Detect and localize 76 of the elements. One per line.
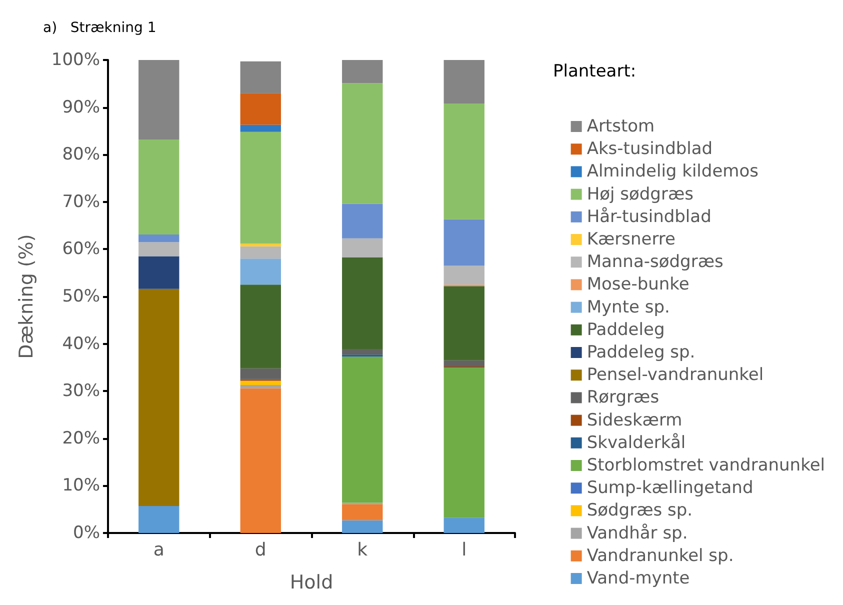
legend-label: Sump-kællingetand xyxy=(586,478,754,498)
legend-label: Kærsnerre xyxy=(586,230,676,250)
bar xyxy=(138,288,180,506)
x-tick-label: l xyxy=(462,540,467,560)
bar xyxy=(240,388,281,533)
y-tick-label: 30% xyxy=(62,381,100,402)
y-tick-label: 70% xyxy=(62,192,100,212)
bar xyxy=(342,356,383,503)
bar xyxy=(342,83,383,204)
bar xyxy=(138,242,180,256)
bar xyxy=(342,204,383,238)
legend-label: Rørgræs xyxy=(586,388,660,408)
x-tick-label: d xyxy=(254,540,266,560)
bar xyxy=(138,60,180,140)
bar xyxy=(240,368,281,380)
bar xyxy=(444,266,484,285)
bar xyxy=(138,139,180,235)
bar xyxy=(444,360,484,367)
chart-title: a) Strækning 1 xyxy=(43,20,156,36)
bar xyxy=(240,246,281,259)
legend-label: Paddeleg sp. xyxy=(586,342,696,362)
x-tick-label: a xyxy=(153,540,164,560)
legend-label: Vandhår sp. xyxy=(586,523,688,544)
legend-label: Skvalderkål xyxy=(586,432,686,453)
bar xyxy=(342,257,383,350)
legend-label: Pensel-vandranunkel xyxy=(586,365,764,386)
legend-label: Sødgræs sp. xyxy=(586,500,693,521)
y-tick-label: 50% xyxy=(62,286,100,306)
bar xyxy=(240,244,281,246)
legend-label: Paddeleg xyxy=(586,320,665,340)
bar xyxy=(240,61,281,94)
bar xyxy=(342,60,383,84)
bar xyxy=(240,258,281,285)
bar xyxy=(342,504,383,520)
legend-label: Artstom xyxy=(586,116,655,136)
bar xyxy=(444,104,484,220)
legend-label: Vandranunkel sp. xyxy=(586,546,734,566)
legend-label: Storblomstret vandranunkel xyxy=(586,456,826,476)
y-tick-label: 20% xyxy=(62,428,100,448)
legend-label: Vand-mynte xyxy=(586,568,690,588)
x-axis-title: Hold xyxy=(290,572,334,594)
legend-label: Høj sødgræs xyxy=(586,184,694,204)
bar xyxy=(444,518,484,533)
y-tick-label: 10% xyxy=(62,476,100,496)
bar xyxy=(342,349,383,355)
bar xyxy=(444,286,484,360)
legend-label: Sideskærm xyxy=(586,410,682,430)
legend-label: Hår-tusindblad xyxy=(586,206,712,227)
y-axis-title: Dækning (%) xyxy=(16,234,38,359)
bar xyxy=(240,132,281,244)
y-tick-label: 100% xyxy=(51,50,100,70)
legend-title: Planteart: xyxy=(553,62,636,82)
legend-label: Mynte sp. xyxy=(586,297,670,318)
y-tick-label: 80% xyxy=(62,144,100,165)
y-tick-label: 60% xyxy=(62,239,100,260)
bar xyxy=(444,367,484,518)
y-tick-label: 90% xyxy=(62,97,100,118)
legend-label: Mose-bunke xyxy=(586,274,690,295)
bar xyxy=(342,238,383,258)
bar xyxy=(240,284,281,368)
legend-label: Manna-sødgræs xyxy=(586,252,724,272)
legend-label: Aks-tusindblad xyxy=(586,139,713,160)
bar xyxy=(240,380,281,385)
x-tick-label: k xyxy=(357,540,368,560)
y-tick-label: 40% xyxy=(62,334,100,354)
bar xyxy=(138,234,180,242)
bar xyxy=(138,256,180,289)
legend-label: Almindelig kildemos xyxy=(586,162,759,182)
bar xyxy=(444,219,484,266)
bar xyxy=(240,124,281,132)
bar xyxy=(342,520,383,533)
bar xyxy=(240,93,281,125)
bar xyxy=(240,384,281,388)
bar xyxy=(444,60,484,104)
bar xyxy=(138,506,180,533)
y-tick-label: 0% xyxy=(73,523,100,543)
